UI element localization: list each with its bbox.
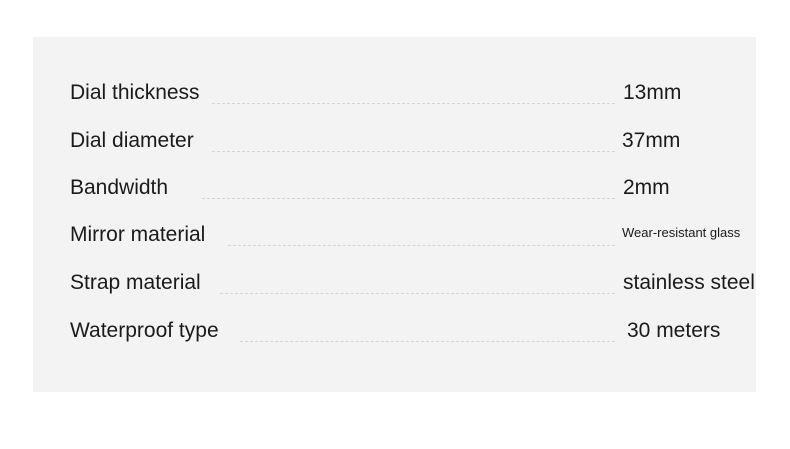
spec-row: Dial thickness 13mm — [70, 76, 760, 106]
spec-value: 30 meters — [627, 319, 721, 342]
spec-value: stainless steel — [623, 271, 755, 294]
dotted-leader — [212, 151, 615, 152]
spec-value: 37mm — [622, 129, 681, 152]
spec-label: Dial thickness — [70, 81, 200, 104]
spec-label: Strap material — [70, 271, 201, 294]
dotted-leader — [228, 245, 615, 246]
spec-value: 2mm — [623, 176, 670, 199]
dotted-leader — [220, 293, 615, 294]
spec-label: Dial diameter — [70, 129, 194, 152]
spec-row: Dial diameter 37mm — [70, 124, 760, 154]
spec-value: Wear-resistant glass — [622, 225, 741, 240]
spec-panel — [33, 37, 756, 392]
spec-label: Bandwidth — [70, 176, 169, 199]
spec-row: Mirror material Wear-resistant glass — [70, 218, 760, 248]
spec-label: Mirror material — [70, 223, 206, 246]
dotted-leader — [212, 103, 615, 104]
spec-value: 13mm — [623, 81, 682, 104]
spec-row: Bandwidth 2mm — [70, 171, 760, 201]
spec-label: Waterproof type — [70, 319, 219, 342]
spec-row: Waterproof type 30 meters — [70, 314, 760, 344]
spec-row: Strap material stainless steel — [70, 266, 760, 296]
dotted-leader — [202, 198, 615, 199]
dotted-leader — [240, 341, 615, 342]
